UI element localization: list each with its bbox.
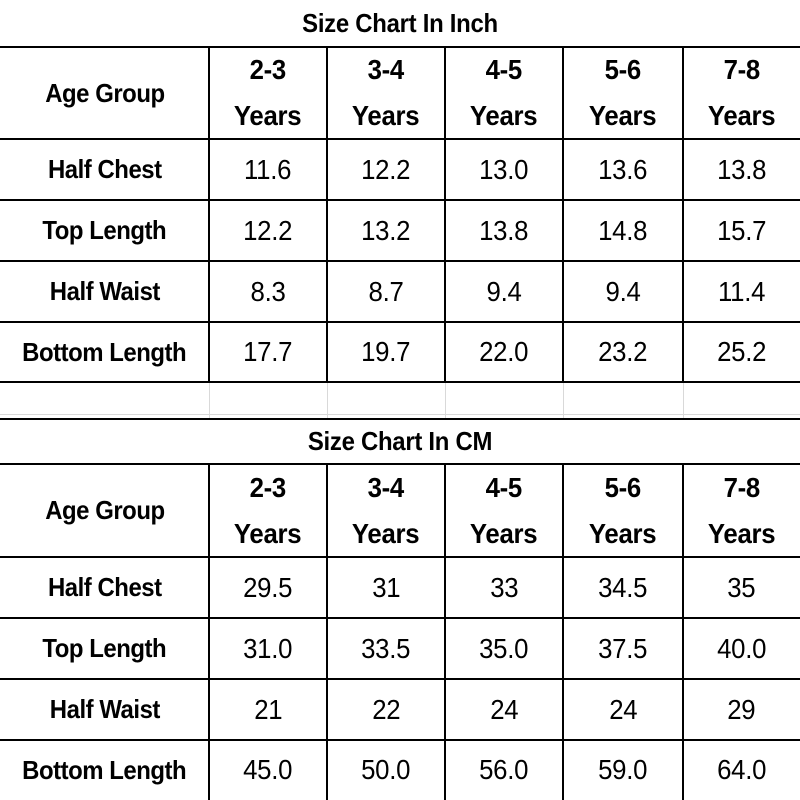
cm-cell-value: 29	[683, 679, 800, 740]
inch-cell-value: 15.7	[683, 200, 800, 261]
cm-cell-value: 29.5	[209, 557, 327, 618]
cm-cell-value: 31.0	[209, 618, 327, 679]
inch-header-label: Age Group	[0, 47, 209, 139]
grid-line	[0, 138, 800, 140]
grid-line	[0, 381, 800, 383]
inch-cell-value: 17.7	[209, 322, 327, 382]
grid-line	[0, 739, 800, 741]
grid-line	[0, 617, 800, 619]
inch-cell-value: 9.4	[563, 261, 683, 322]
grid-line	[0, 199, 800, 201]
grid-line	[444, 46, 446, 383]
inch-column-header: 3-4 Years	[327, 47, 445, 139]
grid-line	[208, 463, 210, 800]
cm-cell-value: 59.0	[563, 740, 683, 800]
cm-cell-value: 24	[563, 679, 683, 740]
inch-cell-value: 23.2	[563, 322, 683, 382]
cm-column-header: 4-5 Years	[445, 464, 563, 557]
spacer-gridline	[209, 383, 210, 419]
cm-table-title: Size Chart In CM	[32, 419, 768, 464]
cm-cell-value: 34.5	[563, 557, 683, 618]
cm-cell-value: 35.0	[445, 618, 563, 679]
cm-cell-value: 64.0	[683, 740, 800, 800]
inch-cell-value: 8.3	[209, 261, 327, 322]
grid-line	[0, 556, 800, 558]
cm-row-label: Top Length	[0, 618, 209, 679]
grid-line	[208, 46, 210, 383]
grid-line	[0, 260, 800, 262]
inch-column-header: 4-5 Years	[445, 47, 563, 139]
cm-cell-value: 24	[445, 679, 563, 740]
grid-line	[0, 463, 800, 465]
inch-cell-value: 12.2	[327, 139, 445, 200]
inch-cell-value: 25.2	[683, 322, 800, 382]
inch-cell-value: 12.2	[209, 200, 327, 261]
inch-cell-value: 14.8	[563, 200, 683, 261]
inch-table-title: Size Chart In Inch	[32, 0, 768, 47]
cm-cell-value: 33	[445, 557, 563, 618]
cm-column-header: 3-4 Years	[327, 464, 445, 557]
cm-cell-value: 21	[209, 679, 327, 740]
cm-cell-value: 37.5	[563, 618, 683, 679]
spacer-gridline	[327, 383, 328, 419]
spacer-gridline	[445, 383, 446, 419]
grid-line	[444, 463, 446, 800]
grid-line	[0, 418, 800, 420]
cm-row-label: Bottom Length	[0, 740, 209, 800]
inch-cell-value: 19.7	[327, 322, 445, 382]
inch-cell-value: 13.8	[445, 200, 563, 261]
inch-column-header: 5-6 Years	[563, 47, 683, 139]
grid-line	[682, 46, 684, 383]
spacer-gridline	[563, 383, 564, 419]
cm-column-header: 2-3 Years	[209, 464, 327, 557]
spacer-gridline	[683, 383, 684, 419]
cm-cell-value: 35	[683, 557, 800, 618]
grid-line	[682, 463, 684, 800]
inch-row-label: Top Length	[0, 200, 209, 261]
cm-cell-value: 33.5	[327, 618, 445, 679]
grid-line	[0, 46, 800, 48]
inch-cell-value: 8.7	[327, 261, 445, 322]
grid-line	[0, 678, 800, 680]
cm-cell-value: 50.0	[327, 740, 445, 800]
cm-cell-value: 40.0	[683, 618, 800, 679]
grid-line	[326, 463, 328, 800]
cm-cell-value: 45.0	[209, 740, 327, 800]
cm-header-label: Age Group	[0, 464, 209, 557]
spacer-gridline	[0, 414, 800, 415]
inch-column-header: 7-8 Years	[683, 47, 800, 139]
cm-cell-value: 31	[327, 557, 445, 618]
inch-cell-value: 22.0	[445, 322, 563, 382]
inch-cell-value: 11.4	[683, 261, 800, 322]
cm-cell-value: 56.0	[445, 740, 563, 800]
inch-row-label: Half Chest	[0, 139, 209, 200]
cm-column-header: 5-6 Years	[563, 464, 683, 557]
cm-row-label: Half Chest	[0, 557, 209, 618]
cm-cell-value: 22	[327, 679, 445, 740]
grid-line	[562, 46, 564, 383]
inch-cell-value: 13.0	[445, 139, 563, 200]
inch-column-header: 2-3 Years	[209, 47, 327, 139]
inch-cell-value: 13.8	[683, 139, 800, 200]
inch-row-label: Half Waist	[0, 261, 209, 322]
inch-cell-value: 13.6	[563, 139, 683, 200]
grid-line	[0, 321, 800, 323]
grid-line	[326, 46, 328, 383]
cm-row-label: Half Waist	[0, 679, 209, 740]
grid-line	[562, 463, 564, 800]
inch-cell-value: 11.6	[209, 139, 327, 200]
inch-cell-value: 9.4	[445, 261, 563, 322]
cm-column-header: 7-8 Years	[683, 464, 800, 557]
inch-cell-value: 13.2	[327, 200, 445, 261]
inch-row-label: Bottom Length	[0, 322, 209, 382]
